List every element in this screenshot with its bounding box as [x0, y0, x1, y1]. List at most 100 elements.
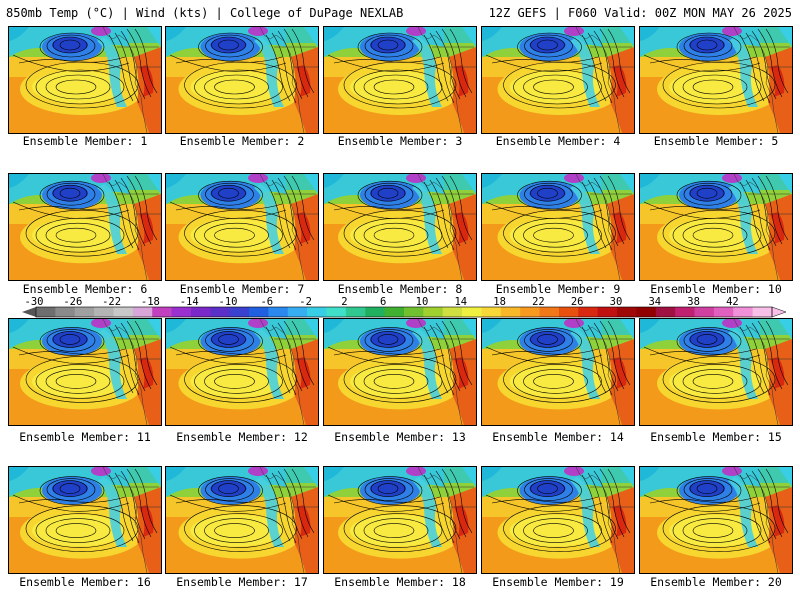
ensemble-member-label: Ensemble Member: 20	[650, 575, 782, 589]
colorbar-swatch	[655, 307, 676, 317]
colorbar-tick-label: 18	[493, 296, 506, 308]
weather-map-image	[324, 467, 476, 573]
colorbar-tick-label: -2	[299, 296, 312, 308]
ensemble-panel-6	[8, 173, 162, 281]
colorbar-tick-label: -10	[218, 296, 238, 308]
weather-map-image	[9, 174, 161, 280]
ensemble-panel-7	[165, 173, 319, 281]
colorbar-tick-label: -26	[63, 296, 83, 308]
weather-map-image	[482, 27, 634, 133]
colorbar-tick-label: 34	[648, 296, 662, 308]
colorbar-swatch	[94, 307, 114, 317]
colorbar-swatch	[462, 307, 482, 317]
ensemble-panel-9	[481, 173, 635, 281]
weather-map-image	[166, 27, 318, 133]
ensemble-panel-14	[481, 318, 635, 426]
colorbar-swatch	[132, 307, 153, 317]
colorbar-swatch	[152, 307, 173, 317]
ensemble-panel-17	[165, 466, 319, 574]
colorbar-swatch	[481, 307, 502, 317]
colorbar-tick-label: 26	[570, 296, 584, 308]
colorbar-swatch	[36, 307, 56, 317]
colorbar-swatch	[442, 307, 463, 317]
colorbar-swatch	[520, 307, 541, 317]
ensemble-panel-11	[8, 318, 162, 426]
ensemble-panel-20	[639, 466, 793, 574]
weather-map-image	[482, 174, 634, 280]
colorbar-tick-label: 2	[341, 296, 348, 308]
weather-map-image	[640, 467, 792, 573]
weather-map-image	[166, 174, 318, 280]
ensemble-member-label: Ensemble Member: 10	[650, 282, 782, 296]
colorbar-tick-label: 10	[415, 296, 429, 308]
ensemble-member-label: Ensemble Member: 1	[22, 134, 148, 148]
colorbar-swatch	[307, 307, 328, 317]
colorbar-tick-label: -30	[24, 296, 44, 308]
colorbar-swatch	[384, 307, 405, 317]
header-left-title: 850mb Temp (°C) | Wind (kts) | College o…	[6, 6, 404, 20]
colorbar-tick-label: -14	[179, 296, 199, 308]
ensemble-member-label: Ensemble Member: 18	[334, 575, 466, 589]
ensemble-member-label: Ensemble Member: 7	[179, 282, 305, 296]
colorbar-swatch	[113, 307, 134, 317]
colorbar-swatch	[210, 307, 231, 317]
colorbar-swatch	[345, 307, 366, 317]
ensemble-member-label: Ensemble Member: 15	[650, 430, 782, 444]
weather-map-image	[324, 27, 476, 133]
ensemble-panel-3	[323, 26, 477, 134]
colorbar-tick-label: 30	[609, 296, 623, 308]
colorbar-tick-label: -18	[140, 296, 160, 308]
ensemble-member-label: Ensemble Member: 16	[19, 575, 151, 589]
colorbar-swatch	[229, 307, 250, 317]
ensemble-member-label: Ensemble Member: 13	[334, 430, 466, 444]
colorbar-swatch	[597, 307, 618, 317]
colorbar-tick-label: 38	[687, 296, 700, 308]
weather-map-image	[9, 467, 161, 573]
colorbar-swatch	[190, 307, 211, 317]
weather-map-image	[640, 174, 792, 280]
colorbar-tick-label: -6	[260, 296, 274, 308]
colorbar-swatch	[74, 307, 95, 317]
ensemble-panel-18	[323, 466, 477, 574]
colorbar-swatch	[365, 307, 386, 317]
colorbar-swatch	[404, 307, 424, 317]
weather-map-image	[640, 319, 792, 425]
colorbar-tick-label: -22	[102, 296, 122, 308]
colorbar-swatch	[713, 307, 734, 317]
colorbar-swatch	[55, 307, 76, 317]
ensemble-member-label: Ensemble Member: 11	[19, 430, 151, 444]
colorbar-swatch	[539, 307, 560, 317]
ensemble-panel-12	[165, 318, 319, 426]
ensemble-member-label: Ensemble Member: 12	[176, 430, 308, 444]
ensemble-panel-16	[8, 466, 162, 574]
ensemble-member-label: Ensemble Member: 3	[337, 134, 463, 148]
colorbar-tick-label: 6	[380, 296, 387, 308]
ensemble-member-label: Ensemble Member: 6	[22, 282, 148, 296]
colorbar-tick-label: 42	[726, 296, 739, 308]
weather-map-image	[324, 174, 476, 280]
ensemble-member-label: Ensemble Member: 8	[337, 282, 463, 296]
colorbar-swatch	[558, 307, 579, 317]
ensemble-member-label: Ensemble Member: 4	[495, 134, 621, 148]
colorbar-left-arrow	[22, 307, 36, 317]
colorbar-swatch	[268, 307, 289, 317]
ensemble-panel-2	[165, 26, 319, 134]
colorbar-swatch	[675, 307, 696, 317]
header-right-title: 12Z GEFS | F060 Valid: 00Z MON MAY 26 20…	[488, 6, 792, 20]
weather-map-image	[9, 27, 161, 133]
ensemble-panel-19	[481, 466, 635, 574]
colorbar-right-arrow	[771, 306, 786, 318]
ensemble-panel-10	[639, 173, 793, 281]
ensemble-panel-1	[8, 26, 162, 134]
ensemble-member-label: Ensemble Member: 17	[176, 575, 308, 589]
weather-map-image	[640, 27, 792, 133]
weather-map-image	[166, 319, 318, 425]
temperature-colorbar	[22, 306, 786, 318]
colorbar-swatch	[752, 307, 773, 317]
colorbar-swatch	[249, 307, 269, 317]
ensemble-panel-13	[323, 318, 477, 426]
ensemble-panel-8	[323, 173, 477, 281]
colorbar-swatch	[171, 307, 192, 317]
ensemble-panel-4	[481, 26, 635, 134]
ensemble-member-label: Ensemble Member: 14	[492, 430, 624, 444]
